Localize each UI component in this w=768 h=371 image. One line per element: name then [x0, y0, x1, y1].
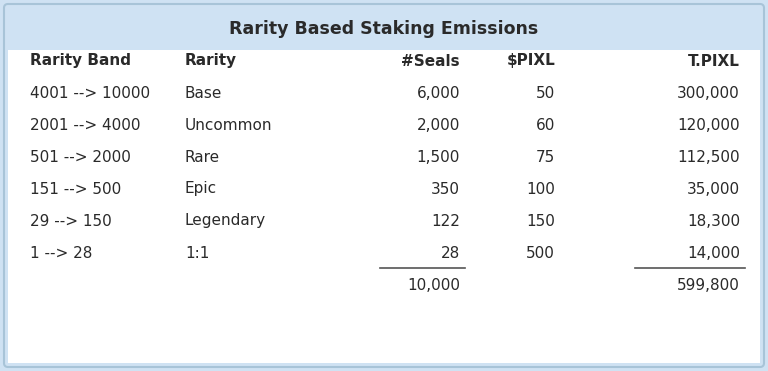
Text: $PIXL: $PIXL: [506, 53, 555, 69]
Text: 112,500: 112,500: [677, 150, 740, 164]
Text: Epic: Epic: [185, 181, 217, 197]
Text: 75: 75: [536, 150, 555, 164]
Text: 120,000: 120,000: [677, 118, 740, 132]
Text: 35,000: 35,000: [687, 181, 740, 197]
Text: 10,000: 10,000: [407, 279, 460, 293]
Text: T.PIXL: T.PIXL: [688, 53, 740, 69]
Text: 1,500: 1,500: [416, 150, 460, 164]
Text: 60: 60: [535, 118, 555, 132]
Text: 100: 100: [526, 181, 555, 197]
Text: 501 --> 2000: 501 --> 2000: [30, 150, 131, 164]
Text: 4001 --> 10000: 4001 --> 10000: [30, 85, 150, 101]
Text: 2,000: 2,000: [416, 118, 460, 132]
Text: 14,000: 14,000: [687, 246, 740, 260]
Text: 350: 350: [431, 181, 460, 197]
Text: 2001 --> 4000: 2001 --> 4000: [30, 118, 141, 132]
Text: 6,000: 6,000: [416, 85, 460, 101]
Bar: [8, 50, 760, 363]
Text: Rare: Rare: [185, 150, 220, 164]
Text: 150: 150: [526, 213, 555, 229]
Text: Rarity Band: Rarity Band: [30, 53, 131, 69]
Text: #Seals: #Seals: [402, 53, 460, 69]
Text: 1 --> 28: 1 --> 28: [30, 246, 92, 260]
Text: 599,800: 599,800: [677, 279, 740, 293]
Text: 300,000: 300,000: [677, 85, 740, 101]
Text: 50: 50: [536, 85, 555, 101]
Text: Uncommon: Uncommon: [185, 118, 273, 132]
Bar: [8, 8, 760, 50]
Text: 29 --> 150: 29 --> 150: [30, 213, 112, 229]
Text: Rarity Based Staking Emissions: Rarity Based Staking Emissions: [230, 20, 538, 38]
Text: Legendary: Legendary: [185, 213, 266, 229]
Text: 122: 122: [431, 213, 460, 229]
Text: Base: Base: [185, 85, 223, 101]
Text: 151 --> 500: 151 --> 500: [30, 181, 121, 197]
FancyBboxPatch shape: [4, 4, 764, 367]
Text: 28: 28: [441, 246, 460, 260]
Text: 18,300: 18,300: [687, 213, 740, 229]
Text: Rarity: Rarity: [185, 53, 237, 69]
Text: 500: 500: [526, 246, 555, 260]
Text: 1:1: 1:1: [185, 246, 210, 260]
